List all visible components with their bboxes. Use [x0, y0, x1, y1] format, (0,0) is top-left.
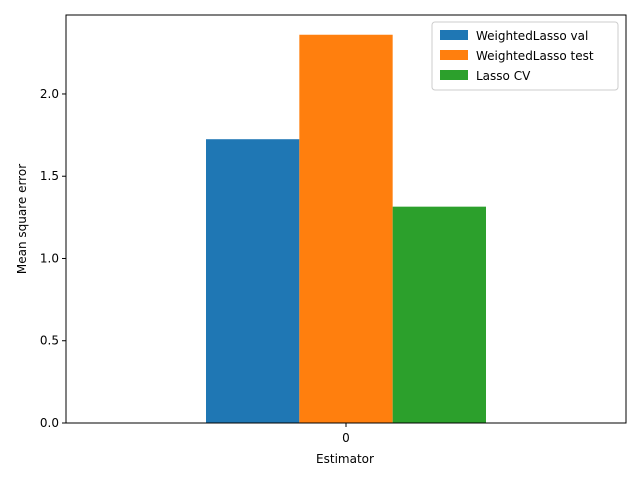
legend-label: WeightedLasso val: [476, 29, 588, 43]
y-axis-ticks: 0.0 0.5 1.0 1.5 2.0: [40, 87, 66, 430]
y-axis-label: Mean square error: [15, 164, 29, 274]
y-tick-label: 2.0: [40, 87, 59, 101]
plot-frame: [65, 14, 627, 424]
x-tick-label: 0: [342, 431, 350, 445]
bar-lasso-cv-0: [392, 206, 486, 423]
legend: WeightedLasso val WeightedLasso test Lasso…: [431, 21, 619, 91]
bar-weightedlasso-test-0: [299, 34, 393, 423]
x-axis-label: Estimator: [316, 452, 374, 466]
legend-box: [431, 21, 619, 91]
y-tick-label: 1.5: [40, 169, 59, 183]
x-axis-ticks: 0: [342, 423, 350, 445]
legend-swatch: [440, 70, 468, 80]
legend-swatch: [440, 30, 468, 40]
legend-swatch: [440, 50, 468, 60]
y-tick-label: 0.0: [40, 416, 59, 430]
bar-weightedlasso-val-0: [206, 139, 300, 424]
legend-label: Lasso CV: [476, 69, 531, 83]
y-tick-label: 0.5: [40, 334, 59, 348]
legend-label: WeightedLasso test: [476, 49, 594, 63]
y-tick-label: 1.0: [40, 251, 59, 265]
bars-group: [206, 34, 486, 424]
